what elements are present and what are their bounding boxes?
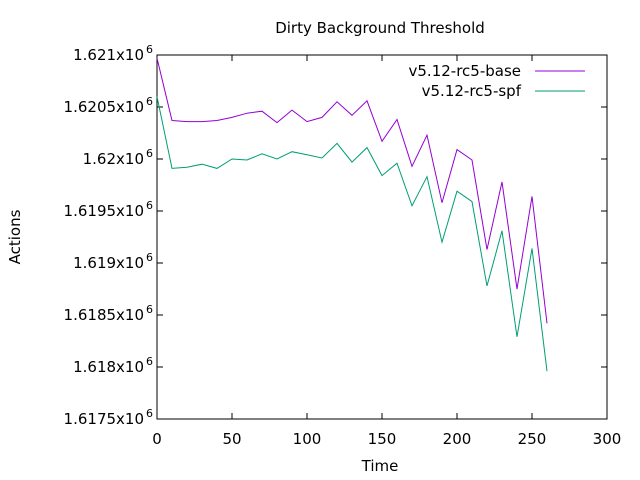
y-tick-exponent: 6 xyxy=(146,43,153,56)
x-axis: 0 50 100 150 200 250 300 xyxy=(152,55,621,448)
legend-label: v5.12-rc5-spf xyxy=(422,82,522,100)
x-tick-label: 150 xyxy=(368,430,397,448)
y-tick-exponent: 6 xyxy=(146,355,153,368)
x-tick-label: 250 xyxy=(518,430,547,448)
plot-frame xyxy=(156,54,608,420)
y-tick-label: 1.619x10 xyxy=(73,254,144,272)
series-line-0 xyxy=(156,57,548,324)
y-tick-mantissa: 1.6185x10 xyxy=(64,306,144,324)
x-tick-label: 200 xyxy=(443,430,472,448)
y-tick-exponent: 6 xyxy=(146,303,153,316)
plot-series xyxy=(156,57,548,372)
y-tick-exponent: 6 xyxy=(146,251,153,264)
y-axis-label: Actions xyxy=(6,209,24,264)
y-tick-mantissa: 1.62x10 xyxy=(83,150,144,168)
y-tick-label: 1.6195x10 xyxy=(64,202,144,220)
y-tick-label: 1.6205x10 xyxy=(64,98,144,116)
legend: v5.12-rc5-base v5.12-rc5-spf xyxy=(409,62,585,100)
legend-label: v5.12-rc5-base xyxy=(409,62,522,80)
y-tick-label: 1.6185x10 xyxy=(64,306,144,324)
x-axis-label: Time xyxy=(361,457,399,475)
y-tick-mantissa: 1.618x10 xyxy=(73,358,144,376)
y-tick-exponent: 6 xyxy=(146,199,153,212)
y-tick-label: 1.62x10 xyxy=(83,150,144,168)
y-tick-mantissa: 1.621x10 xyxy=(73,46,144,64)
y-axis: 1.6175x10 61.618x10 61.6185x10 61.619x10 61.… xyxy=(64,43,607,428)
chart-title: Dirty Background Threshold xyxy=(275,19,485,37)
y-tick-mantissa: 1.6175x10 xyxy=(64,410,144,428)
y-tick-label: 1.621x10 xyxy=(73,46,144,64)
y-tick-exponent: 6 xyxy=(146,407,153,420)
series-line-1 xyxy=(156,96,548,372)
y-tick-mantissa: 1.619x10 xyxy=(73,254,144,272)
y-tick-exponent: 6 xyxy=(146,147,153,160)
x-tick-label: 100 xyxy=(293,430,322,448)
x-tick-label: 300 xyxy=(593,430,622,448)
y-tick-mantissa: 1.6195x10 xyxy=(64,202,144,220)
x-tick-label: 0 xyxy=(152,430,162,448)
y-tick-exponent: 6 xyxy=(146,95,153,108)
y-tick-label: 1.618x10 xyxy=(73,358,144,376)
y-tick-label: 1.6175x10 xyxy=(64,410,144,428)
y-tick-mantissa: 1.6205x10 xyxy=(64,98,144,116)
x-tick-label: 50 xyxy=(222,430,241,448)
